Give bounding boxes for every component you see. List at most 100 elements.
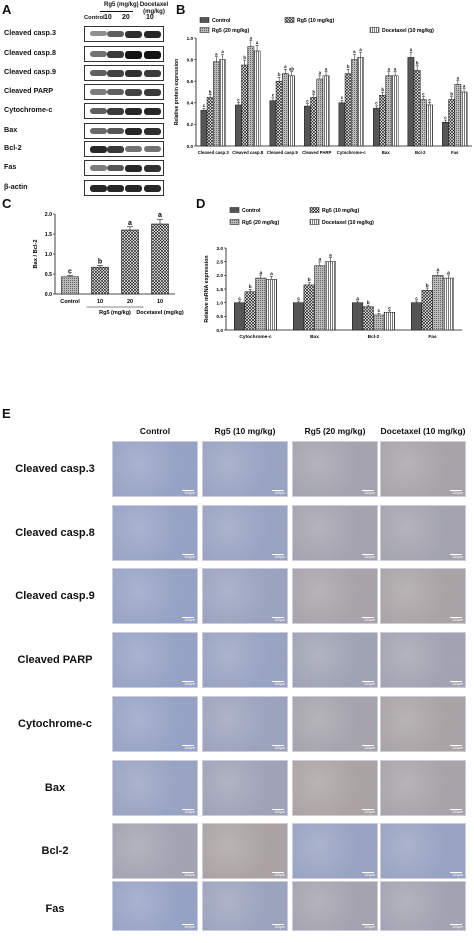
ihc-micrograph: 100μm — [112, 881, 198, 931]
blot-band — [144, 89, 161, 96]
bar — [244, 291, 256, 331]
scale-bar-label: 100μm — [184, 746, 195, 750]
legend-swatch — [309, 219, 320, 225]
ihc-row: Bcl-2 100μm 100μm 100μm 100μm — [0, 823, 474, 885]
ihc-row-label: Cleaved PARP — [17, 654, 93, 666]
scale-bar-label: 100μm — [274, 682, 285, 686]
y-tick-label: 0.4 — [187, 101, 194, 106]
blot-band — [125, 146, 142, 152]
scale-bar — [362, 745, 374, 746]
scale-bar — [450, 554, 462, 555]
significance-letter: c — [297, 297, 300, 302]
y-tick-label: 2.0 — [216, 273, 223, 279]
significance-letter: a — [436, 268, 439, 273]
bar — [460, 91, 468, 147]
scale-bar — [272, 617, 284, 618]
scale-bar — [362, 617, 374, 618]
legend-swatch — [229, 219, 240, 225]
bar — [121, 229, 139, 295]
bar — [282, 73, 289, 147]
scale-bar — [450, 745, 462, 746]
bar — [442, 277, 454, 331]
scale-bar-label: 100μm — [274, 810, 285, 814]
bar — [454, 84, 462, 147]
legend-label: Docetaxel (10 mg/kg) — [322, 220, 374, 226]
panel-label-c: C — [2, 196, 12, 211]
scale-bar-label: 100μm — [274, 746, 285, 750]
scale-bar — [450, 924, 462, 925]
scale-bar-label: 100μm — [452, 491, 463, 495]
group-label: Docetaxel (mg/kg) — [136, 310, 184, 316]
y-tick-label: 0.2 — [187, 122, 194, 127]
ihc-micrograph: 100μm — [380, 632, 466, 688]
blot-band — [107, 146, 124, 153]
y-tick-label: 0.6 — [187, 79, 194, 84]
bar — [269, 100, 277, 147]
legend-label: Control — [242, 208, 261, 214]
bar — [235, 104, 242, 147]
ihc-micrograph: 100μm — [292, 505, 378, 561]
blot-band — [107, 185, 124, 193]
bar — [407, 57, 415, 147]
x-tick-label: Cleaved casp.3 — [198, 150, 230, 155]
significance-letter: b — [209, 89, 212, 94]
y-tick-label: 0.5 — [45, 272, 52, 278]
scale-bar — [272, 490, 284, 491]
blot-row-label: Cleaved PARP — [4, 86, 53, 95]
significance-letter: a — [394, 66, 397, 71]
scale-bar-label: 100μm — [364, 555, 375, 559]
panel-label-d: D — [196, 196, 206, 211]
ihc-micrograph: 100μm — [202, 696, 288, 752]
blot-row: Fas — [4, 160, 164, 177]
bar — [310, 97, 317, 147]
ihc-column-rg5-10: Rg5 (10 mg/kg) — [214, 426, 276, 436]
blot-header-underline — [100, 11, 133, 12]
bar — [324, 261, 336, 331]
blot-row-label: Cleaved casp.3 — [4, 28, 56, 37]
scale-bar-label: 100μm — [452, 555, 463, 559]
scale-bar-label: 100μm — [364, 682, 375, 686]
blot-band — [107, 108, 124, 115]
protein-expression-chart: Control Rg5 (10 mg/kg) Rg5 (20 mg/kg) Docet… — [174, 17, 472, 155]
y-tick-label: 3.0 — [216, 246, 223, 252]
significance-letter: b — [367, 300, 370, 306]
blot-band — [125, 31, 142, 39]
significance-letter: a — [128, 220, 132, 227]
bar — [411, 302, 423, 331]
bar — [362, 306, 374, 331]
significance-letter: b — [381, 87, 384, 92]
scale-bar-label: 100μm — [184, 925, 195, 929]
significance-letter: b — [278, 72, 281, 77]
x-tick-label: 10 — [157, 299, 163, 305]
blot-dose-3: 10 — [146, 14, 154, 21]
ihc-micrograph: 100μm — [380, 881, 466, 931]
blot-band — [144, 146, 161, 152]
blot-row: Cytochrome-c — [4, 103, 164, 120]
ihc-row-label: Cleaved casp.9 — [15, 590, 95, 602]
ihc-micrograph: 100μm — [112, 568, 198, 624]
y-axis-label: Bax / Bcl-2 — [33, 239, 39, 268]
blot-strip — [84, 180, 164, 196]
ihc-row: Cleaved casp.9 100μm 100μm 100μm 100μm — [0, 568, 474, 630]
significance-letter: a — [319, 70, 322, 75]
bar — [373, 107, 380, 147]
bar — [241, 64, 249, 147]
x-tick-label: Cleaved casp.8 — [232, 150, 264, 155]
ihc-row: Fas 100μm 100μm 100μm 100μm — [0, 881, 474, 943]
legend-swatch — [369, 27, 380, 33]
bar — [234, 302, 246, 331]
bar — [253, 50, 261, 147]
bar — [213, 61, 220, 147]
blot-band — [144, 128, 161, 136]
bar — [351, 59, 358, 147]
bar — [151, 223, 169, 295]
bar — [426, 104, 433, 147]
scale-bar-label: 100μm — [364, 873, 375, 877]
bar — [293, 302, 305, 331]
x-tick-label: Fas — [451, 150, 459, 155]
scale-bar-label: 100μm — [364, 810, 375, 814]
x-tick-label: Bcl-2 — [368, 334, 380, 340]
significance-letter: b — [347, 64, 350, 69]
ihc-micrograph: 100μm — [202, 823, 288, 879]
blot-row-label: Cleaved casp.8 — [4, 48, 56, 57]
